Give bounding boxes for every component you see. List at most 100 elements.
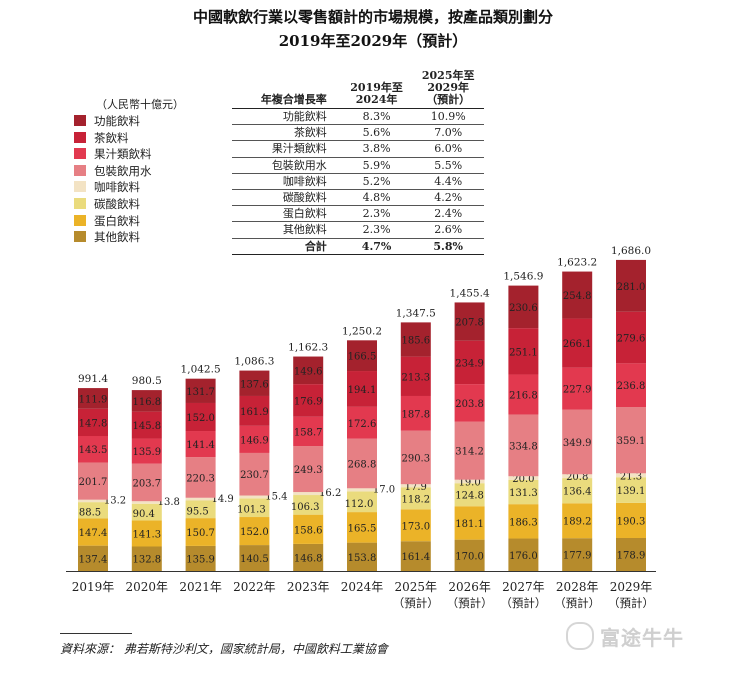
bar-segment <box>562 474 593 479</box>
bar-segment <box>239 425 270 453</box>
segment-value-label: 106.3 <box>291 502 320 513</box>
bar-segment <box>400 487 431 510</box>
legend-item: 碳酸飲料 <box>74 197 140 211</box>
bar-segment <box>454 539 485 571</box>
segment-value-label: 135.9 <box>186 554 215 565</box>
cagr-value: 5.5% <box>434 158 463 172</box>
segment-value-label: 236.8 <box>617 381 646 392</box>
x-tick-label: 2019年 <box>72 580 115 594</box>
segment-value-label: 15.4 <box>265 492 287 503</box>
segment-value-label: 149.6 <box>294 366 323 377</box>
bar-segment <box>454 302 485 341</box>
bar-segment <box>239 495 270 499</box>
segment-value-label: 13.2 <box>104 496 126 507</box>
bar-segment <box>347 371 377 407</box>
bar-segment <box>78 462 108 500</box>
segment-value-label: 230.7 <box>240 470 269 481</box>
cagr-header-2019-2024: 2019年至 2024年 <box>350 81 403 106</box>
bar-segment <box>347 438 377 489</box>
segment-value-label: 90.4 <box>133 509 155 520</box>
segment-value-label: 281.0 <box>617 282 646 293</box>
cagr-total-row: 合計 4.7% 5.8% <box>232 238 484 255</box>
bar-segment <box>400 430 431 485</box>
segment-value-label: 254.8 <box>563 291 592 302</box>
bar-segment <box>508 414 539 477</box>
segment-value-label: 131.3 <box>509 488 538 499</box>
bar-segment <box>400 356 431 396</box>
bar-segment <box>78 518 108 546</box>
bar-segment <box>347 488 377 492</box>
segment-value-label: 146.9 <box>240 435 269 446</box>
segment-value-label: 266.1 <box>563 339 592 350</box>
cagr-category: 咖啡飲料 <box>282 174 327 188</box>
bar-segment <box>185 431 216 458</box>
cagr-value: 4.8% <box>362 191 391 205</box>
bar-segment <box>131 390 162 412</box>
bar-segment <box>239 452 270 496</box>
segment-value-label: 112.0 <box>345 499 374 510</box>
bar-segment <box>347 340 377 372</box>
bar-segment <box>293 514 324 544</box>
bar-segment <box>400 541 431 571</box>
cagr-header-row: 年複合增長率 2019年至 2024年 2025年至 2029年 （預計） <box>232 70 484 109</box>
segment-value-label: 137.6 <box>240 379 269 390</box>
cagr-value: 8.3% <box>362 110 391 124</box>
bar-segment <box>239 395 270 426</box>
cagr-value: 10.9% <box>430 110 466 124</box>
bar-segment <box>293 384 324 417</box>
cagr-row: 果汁類飲料 3.8% 6.0% <box>232 141 484 158</box>
bar-total-label: 991.4 <box>78 373 108 385</box>
bar-segment <box>78 499 108 503</box>
bar-segment <box>400 509 431 542</box>
x-tick-note: （預計） <box>608 596 654 610</box>
bar-segment <box>293 416 324 447</box>
segment-value-label: 19.0 <box>458 477 480 488</box>
segment-value-label: 249.3 <box>294 465 323 476</box>
bar-segment <box>293 495 324 515</box>
bar-segment <box>239 545 270 571</box>
cagr-row: 咖啡飲料 5.2% 4.4% <box>232 173 484 190</box>
bar-segment <box>239 517 270 546</box>
bar-segment <box>508 479 539 505</box>
segment-value-label: 220.3 <box>186 473 215 484</box>
cagr-category: 其他飲料 <box>282 223 327 237</box>
segment-value-label: 194.1 <box>348 385 377 396</box>
cagr-value: 4.4% <box>434 174 463 188</box>
bar-segment <box>454 506 485 540</box>
segment-value-label: 135.9 <box>132 447 161 458</box>
legend-swatch <box>74 231 86 243</box>
bar-segment <box>293 543 324 571</box>
cagr-category: 功能飲料 <box>282 110 327 124</box>
segment-value-label: 176.0 <box>509 551 538 562</box>
watermark: 富途牛牛 <box>566 622 684 651</box>
legend-label: 咖啡飲料 <box>94 180 140 195</box>
segment-value-label: 181.1 <box>455 519 484 530</box>
segment-value-label: 153.8 <box>348 553 377 564</box>
bar-segment <box>508 476 539 480</box>
segment-value-label: 124.8 <box>455 491 484 502</box>
bar-segment <box>131 546 162 571</box>
bar-total-label: 980.5 <box>132 375 162 387</box>
legend-label: 果汁類飲料 <box>94 147 152 162</box>
segment-value-label: 187.8 <box>401 409 430 420</box>
segment-value-label: 290.3 <box>401 453 430 464</box>
x-tick-label: 2024年 <box>341 580 384 594</box>
x-tick-note: （預計） <box>447 596 493 610</box>
cagr-value: 5.9% <box>362 158 391 172</box>
cagr-value: 4.7% <box>361 239 392 253</box>
legend-label: 功能飲料 <box>94 114 140 128</box>
bar-segment <box>78 502 108 519</box>
segment-value-label: 349.9 <box>563 438 592 449</box>
bar-segment <box>78 545 108 571</box>
cagr-category: 合計 <box>304 239 327 253</box>
segment-value-label: 158.7 <box>294 427 323 438</box>
segment-value-label: 189.2 <box>563 517 592 528</box>
cagr-value: 7.0% <box>434 126 463 140</box>
segment-value-label: 152.0 <box>186 413 215 424</box>
bar-segment <box>562 409 593 475</box>
bar-segment <box>400 395 431 431</box>
segment-value-label: 185.6 <box>401 336 430 347</box>
stacked-bar-chart: 137.4 147.4 88.513.2 201.7 143.5 147.8 111.9 99… <box>66 245 656 610</box>
x-tick-label: 2029年 <box>610 580 653 594</box>
bar-segment <box>616 363 646 408</box>
